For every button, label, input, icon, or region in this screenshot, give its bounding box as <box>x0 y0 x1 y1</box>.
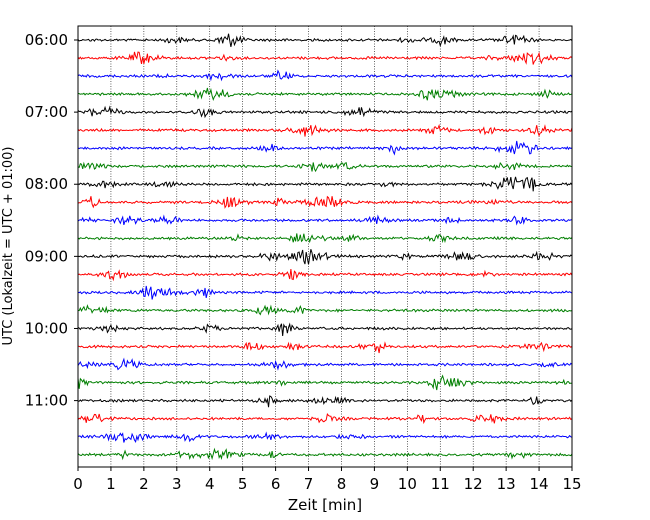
y-tick-label: 10:00 <box>25 319 68 337</box>
trace-line <box>77 33 573 48</box>
trace-line <box>77 431 573 443</box>
trace-line <box>77 413 573 425</box>
trace-line <box>77 214 573 226</box>
x-tick-label: 10 <box>398 475 417 493</box>
seismic-traces <box>77 33 573 461</box>
trace-line <box>77 161 573 173</box>
trace-line <box>77 304 573 316</box>
x-tick-label: 11 <box>431 475 450 493</box>
x-tick-label: 3 <box>172 475 182 493</box>
x-tick-label: 14 <box>530 475 549 493</box>
trace-line <box>77 123 573 137</box>
trace-line <box>77 51 573 65</box>
x-tick-label: 6 <box>271 475 281 493</box>
x-tick-label: 12 <box>464 475 483 493</box>
trace-line <box>77 249 573 265</box>
x-tick-label: 7 <box>304 475 314 493</box>
trace-line <box>77 285 573 300</box>
x-tick-label: 5 <box>238 475 248 493</box>
x-tick-label: 2 <box>139 475 149 493</box>
x-tick-label: 15 <box>562 475 581 493</box>
trace-line <box>77 395 573 408</box>
trace-line <box>77 233 573 244</box>
grid-lines <box>77 26 573 467</box>
trace-line <box>77 357 573 371</box>
x-tick-label: 0 <box>73 475 83 493</box>
plot-background <box>78 26 572 467</box>
x-tick-label: 8 <box>337 475 347 493</box>
trace-line <box>77 140 573 156</box>
trace-line <box>77 447 573 461</box>
y-axis-label: UTC (Lokalzeit = UTC + 01:00) <box>1 147 16 346</box>
x-tick-label: 13 <box>497 475 516 493</box>
y-tick-label: 09:00 <box>25 247 68 265</box>
y-tick-label: 11:00 <box>25 392 68 410</box>
y-tick-label: 08:00 <box>25 175 68 193</box>
trace-line <box>77 269 573 282</box>
trace-line <box>77 322 573 336</box>
trace-line <box>77 176 573 192</box>
trace-line <box>77 69 573 82</box>
y-tick-label: 06:00 <box>25 31 68 49</box>
x-tick-label: 9 <box>370 475 380 493</box>
trace-line <box>77 87 573 102</box>
trace-line <box>77 195 573 209</box>
trace-line <box>77 105 573 119</box>
trace-line <box>77 374 573 391</box>
x-tick-label: 1 <box>106 475 116 493</box>
y-axis-ticks: 06:00 07:00 08:00 09:00 10:00 11:00 <box>25 31 78 410</box>
plot-frame <box>77 25 573 468</box>
y-tick-label: 07:00 <box>25 103 68 121</box>
x-axis-ticks: 0 1 2 3 4 5 6 7 8 9 10 11 12 13 14 15 <box>73 467 582 493</box>
x-tick-label: 4 <box>205 475 215 493</box>
trace-line <box>77 341 573 354</box>
x-axis-label: Zeit [min] <box>288 496 362 514</box>
